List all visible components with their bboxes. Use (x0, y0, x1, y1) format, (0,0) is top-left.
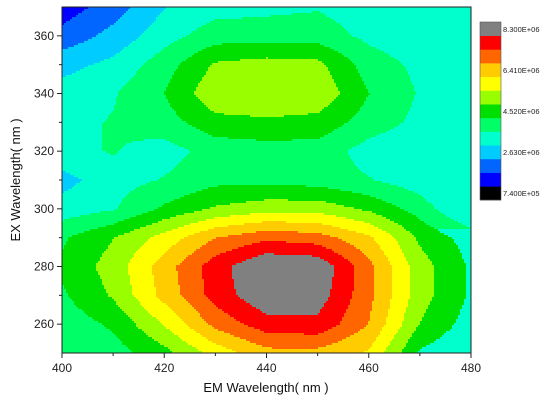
x-tick-label: 460 (359, 361, 379, 375)
contour-band-11 (232, 253, 334, 315)
contour-band-9 (176, 231, 374, 349)
y-tick-label: 280 (34, 260, 54, 274)
y-axis-title: EX Wavelength( nm ) (8, 118, 23, 241)
contour-band-1 (62, 7, 130, 49)
x-axis: 400 420 440 460 480 (52, 353, 481, 375)
colorbar-swatch (480, 35, 501, 50)
colorbar-swatch (480, 90, 501, 105)
x-tick-label: 420 (154, 361, 174, 375)
contour-band-0 (62, 7, 88, 25)
y-axis: 260 280 300 320 340 360 (34, 29, 62, 331)
plot-area (62, 7, 471, 353)
colorbar-swatch (480, 131, 501, 146)
colorbar-swatch (480, 104, 501, 119)
colorbar-swatch (480, 158, 501, 173)
colorbar-labels: 8.300E+06 6.410E+06 4.520E+06 2.630E+06 7.40… (503, 25, 540, 198)
colorbar-label: 7.400E+05 (503, 189, 540, 198)
colorbar-swatch (480, 22, 501, 36)
x-tick-label: 400 (52, 361, 72, 375)
contour-band-7 (128, 213, 410, 353)
contour-band-6 (96, 57, 434, 353)
y-tick-label: 260 (34, 317, 54, 331)
colorbar-swatch (480, 145, 501, 160)
colorbar-label: 6.410E+06 (503, 66, 540, 75)
colorbar-swatch (480, 172, 501, 187)
colorbar-swatch (480, 63, 501, 78)
colorbar-swatch (480, 186, 501, 201)
colorbar-swatch (480, 49, 501, 64)
colorbar (479, 21, 502, 201)
y-tick-label: 340 (34, 87, 54, 101)
colorbar-swatch (480, 76, 501, 91)
colorbar-label: 4.520E+06 (503, 107, 540, 116)
colorbar-label: 2.630E+06 (503, 148, 540, 157)
contour-band-10 (202, 241, 354, 335)
contour-band-8 (152, 221, 392, 353)
colorbar-swatch (480, 117, 501, 132)
contour-band-3 (62, 11, 470, 221)
y-tick-label: 360 (34, 29, 54, 43)
colorbar-frame (479, 21, 502, 201)
x-tick-label: 440 (256, 361, 276, 375)
contour-band-5 (62, 43, 466, 353)
contour-layers (62, 7, 470, 353)
colorbar-label: 8.300E+06 (503, 25, 540, 34)
x-axis-title: EM Wavelength( nm ) (203, 380, 328, 395)
y-tick-label: 320 (34, 144, 54, 158)
x-tick-label: 480 (461, 361, 481, 375)
contour-band-2 (62, 7, 166, 193)
y-tick-label: 300 (34, 202, 54, 216)
